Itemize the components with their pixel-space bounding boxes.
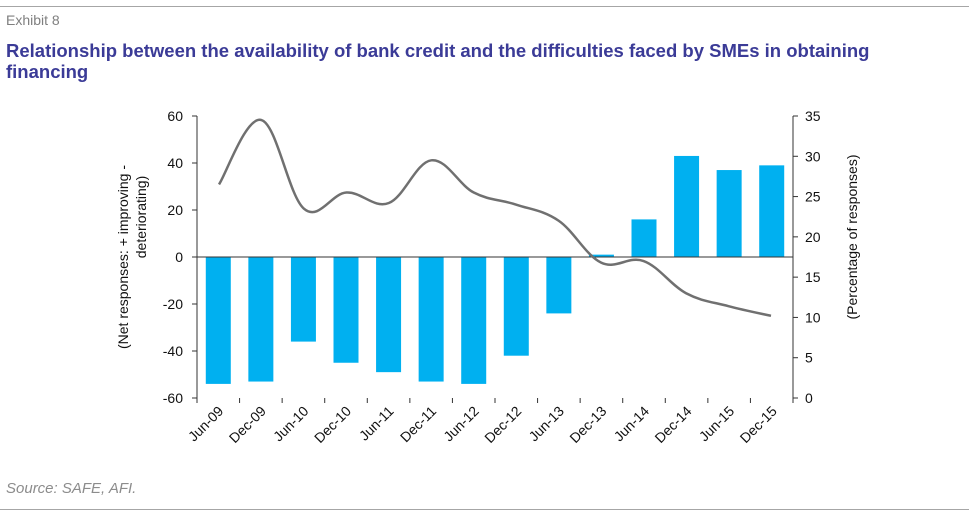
bar: [333, 257, 359, 363]
right-tick-label: 10: [805, 309, 821, 325]
left-tick-label: -20: [163, 296, 183, 312]
bar: [205, 257, 231, 384]
category-label: Dec-10: [311, 403, 354, 446]
bar: [588, 254, 614, 257]
bar: [418, 257, 444, 382]
left-tick-label: 60: [167, 108, 183, 124]
bar: [631, 219, 657, 257]
left-tick-label: -40: [163, 343, 183, 359]
category-label: Jun-14: [611, 403, 653, 445]
category-label: Dec-13: [566, 403, 609, 446]
left-axis-title: (Net responses: + improving -: [115, 165, 131, 349]
line-series: [217, 118, 772, 318]
chart-title: Relationship between the availability of…: [6, 40, 870, 82]
left-tick-label: 0: [175, 249, 183, 265]
bar: [546, 257, 572, 314]
category-label: Jun-13: [525, 403, 567, 445]
source-note: Source: SAFE, AFI.: [6, 480, 137, 497]
left-tick-label: -60: [163, 390, 183, 406]
left-tick-label: 40: [167, 155, 183, 171]
right-axis-title: (Percentage of responses): [844, 155, 860, 320]
bottom-rule: [0, 509, 969, 510]
category-label: Jun-15: [696, 403, 738, 445]
right-tick-label: 0: [805, 390, 813, 406]
category-label: Jun-12: [440, 403, 482, 445]
bar: [503, 257, 529, 356]
bar: [716, 170, 742, 257]
category-label: Jun-11: [356, 403, 397, 444]
category-label: Jun-10: [270, 403, 312, 445]
right-tick-label: 15: [805, 269, 821, 285]
bar: [461, 257, 487, 384]
category-label: Dec-09: [226, 403, 269, 446]
left-axis-title-line2: deteriorating): [133, 176, 149, 259]
category-label: Dec-15: [737, 403, 780, 446]
top-rule: [0, 6, 969, 7]
category-label: Jun-09: [185, 403, 227, 445]
bar: [674, 155, 700, 257]
right-tick-label: 5: [805, 350, 813, 366]
bar: [290, 257, 316, 342]
bar: [376, 257, 402, 373]
category-label: Dec-14: [651, 403, 694, 446]
right-tick-label: 30: [805, 148, 821, 164]
category-label: Dec-11: [397, 403, 440, 446]
left-tick-label: 20: [167, 202, 183, 218]
right-tick-label: 20: [805, 229, 821, 245]
bar: [759, 165, 785, 257]
right-tick-label: 25: [805, 189, 821, 205]
category-label: Dec-12: [481, 403, 524, 446]
exhibit-label: Exhibit 8: [6, 12, 60, 28]
right-tick-label: 35: [805, 108, 821, 124]
bar: [248, 257, 274, 382]
